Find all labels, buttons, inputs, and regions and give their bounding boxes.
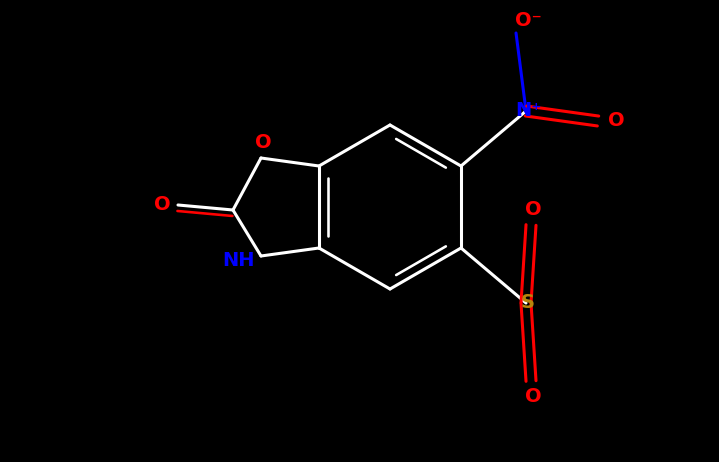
Text: NH: NH	[223, 251, 255, 270]
Text: O: O	[154, 195, 170, 214]
Text: O: O	[525, 200, 541, 219]
Text: O⁻: O⁻	[515, 12, 541, 30]
Text: O: O	[525, 388, 541, 407]
Text: S: S	[521, 293, 535, 312]
Text: O: O	[608, 111, 624, 130]
Text: N⁺: N⁺	[515, 102, 541, 121]
Text: O: O	[255, 133, 271, 152]
